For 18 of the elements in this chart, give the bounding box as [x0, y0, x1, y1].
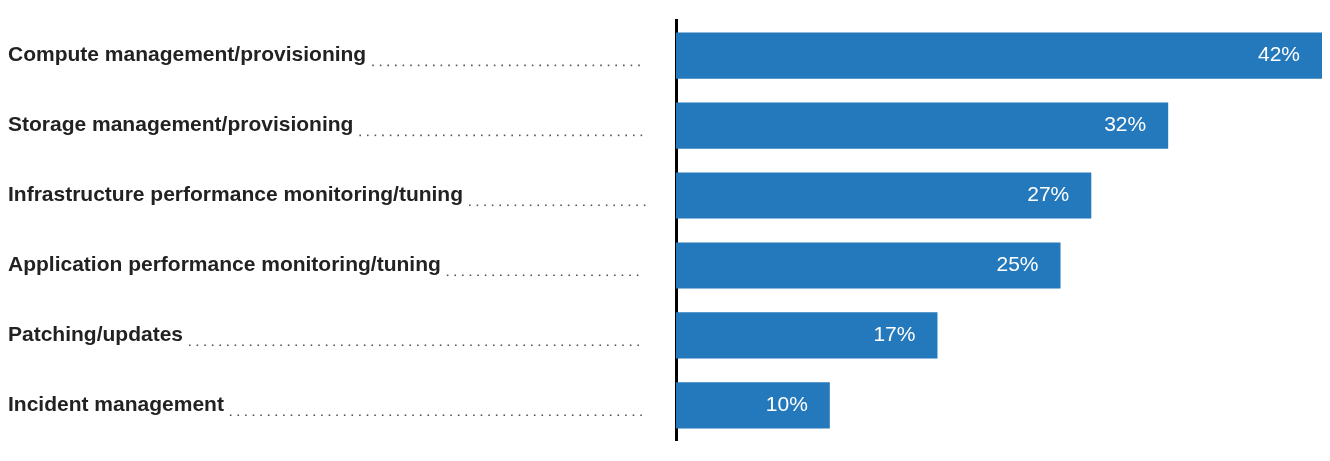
y-tick-label: Compute management/provisioning [8, 42, 367, 66]
data-label: 10% [765, 392, 808, 416]
bar [676, 172, 1092, 219]
data-label: 32% [1104, 112, 1147, 136]
bar [676, 102, 1169, 149]
data-label: 25% [996, 252, 1039, 276]
data-label: 27% [1027, 182, 1070, 206]
data-label: 17% [873, 322, 916, 346]
bar [676, 382, 830, 429]
bar [676, 32, 1322, 79]
y-tick-label: Storage management/provisioning [8, 112, 354, 136]
y-tick-label: Incident management [8, 392, 224, 416]
data-label: 42% [1257, 42, 1300, 66]
y-tick-label: Application performance monitoring/tuning [8, 252, 441, 276]
bar [676, 242, 1061, 289]
y-tick-label: Infrastructure performance monitoring/tuning [8, 182, 464, 206]
y-tick-label: Patching/updates [8, 322, 184, 346]
bar [676, 312, 938, 359]
